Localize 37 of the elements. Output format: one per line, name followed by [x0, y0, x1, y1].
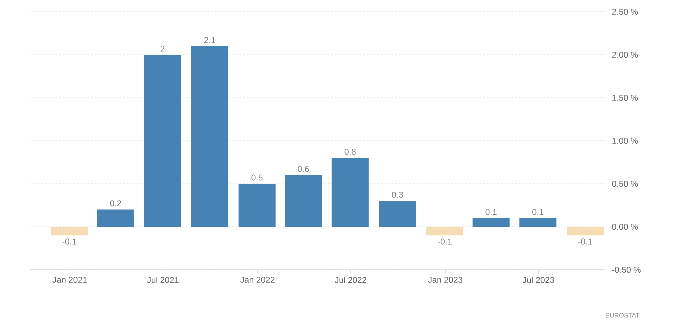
y-tick-label: 1.00 % [612, 138, 638, 144]
data-label: 0.8 [344, 149, 356, 155]
data-label: 0.2 [110, 200, 122, 207]
data-label: 0.5 [252, 174, 263, 181]
data-label: -0.1 [62, 238, 76, 245]
bar [191, 46, 229, 227]
data-label: 2 [160, 46, 165, 52]
data-label: -0.1 [438, 238, 452, 245]
bar [566, 227, 604, 236]
y-tick-label: 2.00 % [612, 52, 638, 58]
x-tick-label: Jul 2022 [335, 277, 366, 284]
y-tick-label: 0.50 % [612, 181, 638, 187]
data-label: -0.1 [578, 238, 592, 245]
bar [379, 201, 416, 227]
bar [426, 227, 464, 236]
bar [520, 218, 557, 227]
bar [472, 218, 510, 227]
x-tick-label: Jan 2022 [240, 277, 275, 284]
data-label: 2.1 [204, 37, 216, 44]
bar [238, 184, 276, 227]
x-tick-label: Jul 2021 [147, 277, 179, 284]
bar [144, 54, 182, 227]
y-tick-label: 0.00 % [612, 224, 638, 230]
bar [97, 210, 134, 227]
x-tick-label: Jan 2021 [52, 277, 88, 284]
bar [51, 227, 88, 236]
data-label: 0.6 [298, 166, 310, 172]
data-label: 0.1 [532, 209, 544, 216]
y-tick-label: -0.50 % [612, 267, 641, 273]
y-tick-label: 2.50 % [612, 9, 638, 15]
bar [285, 175, 322, 227]
y-tick-label: 1.50 % [612, 95, 638, 101]
x-tick-label: Jan 2023 [428, 277, 463, 284]
bar [332, 158, 369, 227]
x-tick-label: Jul 2023 [522, 277, 554, 284]
data-label: 0.1 [486, 209, 497, 216]
data-label: 0.3 [392, 192, 404, 198]
